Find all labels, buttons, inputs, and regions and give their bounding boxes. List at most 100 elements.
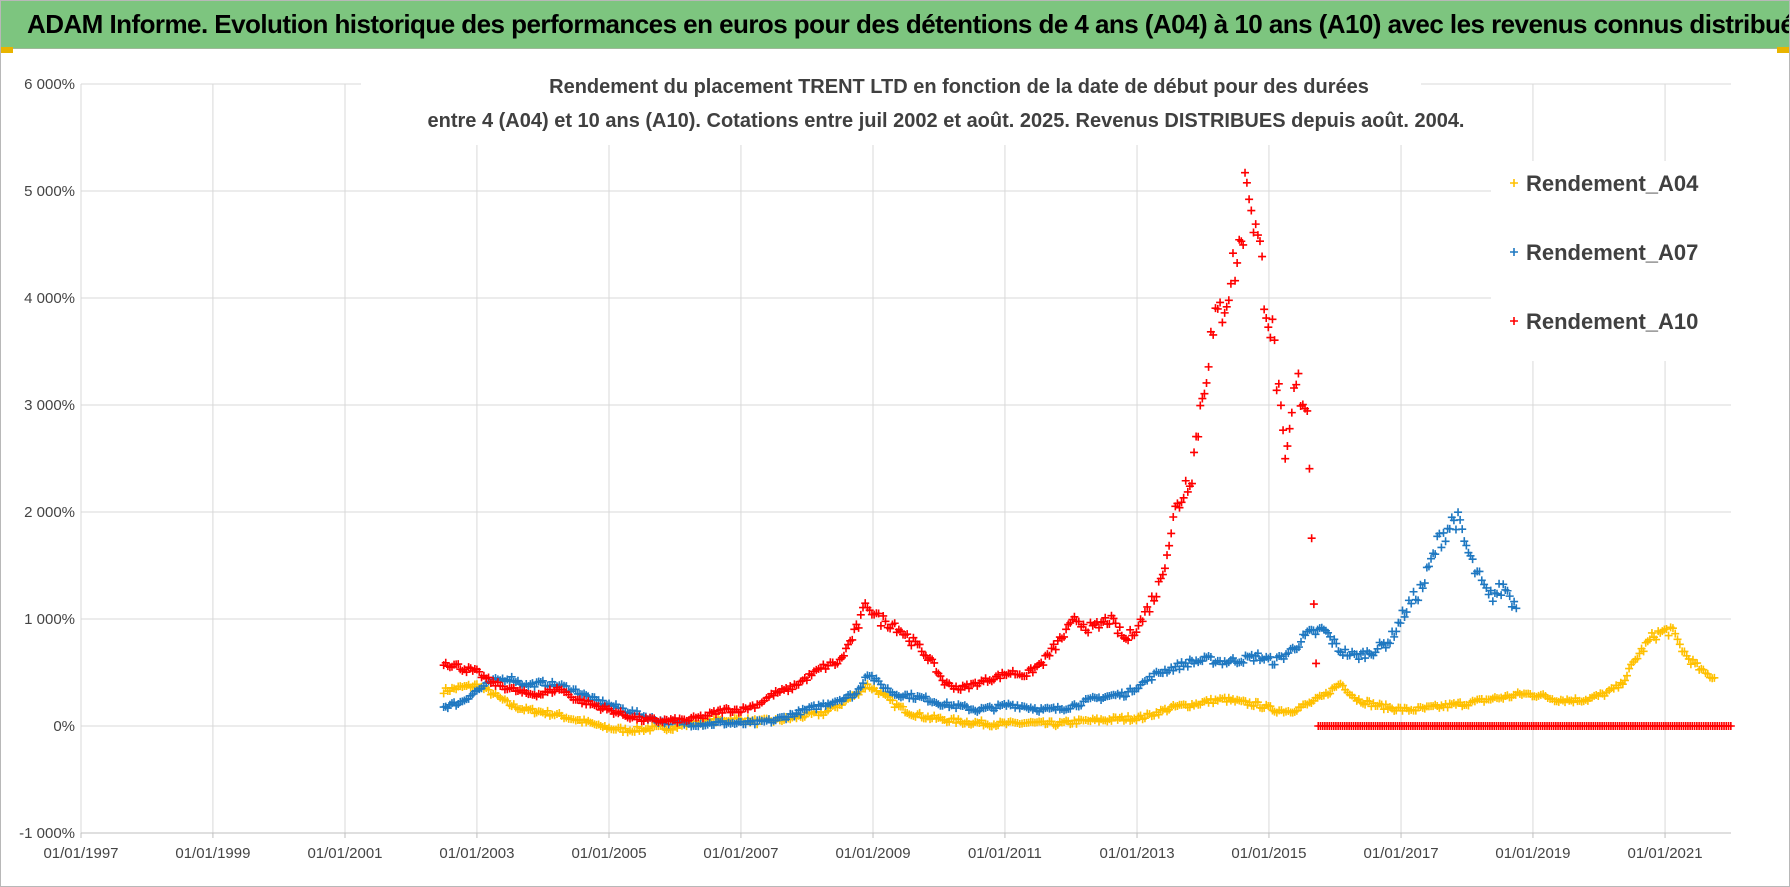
data-point xyxy=(1414,596,1423,605)
data-point xyxy=(848,635,857,644)
data-point xyxy=(1400,612,1409,621)
data-point xyxy=(856,610,865,619)
legend-background xyxy=(1491,161,1731,361)
data-point xyxy=(1431,550,1440,559)
data-point xyxy=(1242,178,1251,187)
data-point xyxy=(1070,612,1079,621)
data-point xyxy=(1264,323,1273,332)
data-point xyxy=(1635,649,1644,658)
data-point xyxy=(1111,619,1120,628)
data-point xyxy=(879,611,888,620)
data-point xyxy=(1122,692,1131,701)
data-point xyxy=(630,727,639,736)
y-tick-label: 0% xyxy=(53,718,75,735)
data-point xyxy=(598,696,607,705)
data-point xyxy=(1175,503,1184,512)
data-point xyxy=(1409,587,1418,596)
data-point xyxy=(1668,624,1677,633)
data-point xyxy=(1475,567,1484,576)
data-point xyxy=(1260,305,1269,314)
data-point xyxy=(1173,659,1182,668)
data-point xyxy=(673,718,682,727)
data-point xyxy=(1294,369,1303,378)
data-point xyxy=(1198,657,1207,666)
data-point xyxy=(852,689,861,698)
x-tick-label: 01/01/1997 xyxy=(43,845,118,862)
data-point xyxy=(1268,315,1277,324)
data-point xyxy=(903,630,912,639)
data-point xyxy=(1680,647,1689,656)
data-point xyxy=(1167,529,1176,538)
data-point xyxy=(1407,599,1416,608)
data-point xyxy=(1418,584,1427,593)
data-point xyxy=(489,677,498,686)
data-point xyxy=(1312,659,1321,668)
data-point xyxy=(1396,619,1405,628)
data-point xyxy=(1198,394,1207,403)
data-point xyxy=(1239,240,1248,249)
data-point xyxy=(1311,630,1320,639)
data-point xyxy=(1420,579,1429,588)
data-point xyxy=(1145,607,1154,616)
data-point xyxy=(1460,537,1469,546)
data-point xyxy=(530,682,539,691)
data-point xyxy=(1365,697,1374,706)
data-point xyxy=(921,651,930,660)
data-point xyxy=(1497,591,1506,600)
data-point xyxy=(1204,362,1213,371)
data-point xyxy=(1297,637,1306,646)
data-point xyxy=(1294,643,1303,652)
data-point xyxy=(1272,386,1281,395)
data-point xyxy=(1402,608,1411,617)
data-point xyxy=(1303,406,1312,415)
data-point xyxy=(1673,635,1682,644)
data-point xyxy=(1686,660,1695,669)
data-point xyxy=(1499,580,1508,589)
data-point xyxy=(1140,714,1149,723)
data-point xyxy=(977,716,986,725)
data-point xyxy=(1150,596,1159,605)
data-point xyxy=(861,599,870,608)
data-point xyxy=(1158,570,1167,579)
data-point xyxy=(1381,643,1390,652)
data-point xyxy=(1216,298,1225,307)
data-point xyxy=(543,706,552,715)
data-point xyxy=(796,710,805,719)
y-tick-label: 4 000% xyxy=(24,290,75,307)
data-point xyxy=(1045,651,1054,660)
data-point xyxy=(1231,276,1240,285)
data-point xyxy=(964,684,973,693)
y-tick-label: 2 000% xyxy=(24,504,75,521)
data-point xyxy=(1279,654,1288,663)
data-point xyxy=(1338,681,1347,690)
data-point xyxy=(865,606,874,615)
data-point xyxy=(1283,442,1292,451)
data-point xyxy=(454,660,463,669)
data-point xyxy=(1183,662,1192,671)
data-point xyxy=(1117,688,1126,697)
data-point xyxy=(833,659,842,668)
data-point xyxy=(1262,314,1271,323)
x-tick-label: 01/01/2013 xyxy=(1099,845,1174,862)
data-point xyxy=(807,671,816,680)
data-point xyxy=(718,708,727,717)
data-point xyxy=(1101,613,1110,622)
x-tick-label: 01/01/2011 xyxy=(968,845,1042,862)
data-point xyxy=(1510,597,1519,606)
data-point xyxy=(915,640,924,649)
data-point xyxy=(1224,296,1233,305)
legend-label: Rendement_A07 xyxy=(1526,240,1698,265)
data-point xyxy=(1710,673,1719,682)
data-point xyxy=(507,672,516,681)
data-point xyxy=(1245,195,1254,204)
data-point xyxy=(575,695,584,704)
data-point xyxy=(907,641,916,650)
x-tick-label: 01/01/2009 xyxy=(835,845,910,862)
data-point xyxy=(1437,543,1446,552)
data-point xyxy=(854,623,863,632)
data-point xyxy=(1507,602,1516,611)
data-point xyxy=(1202,378,1211,387)
data-point xyxy=(1274,379,1283,388)
data-point xyxy=(867,671,876,680)
